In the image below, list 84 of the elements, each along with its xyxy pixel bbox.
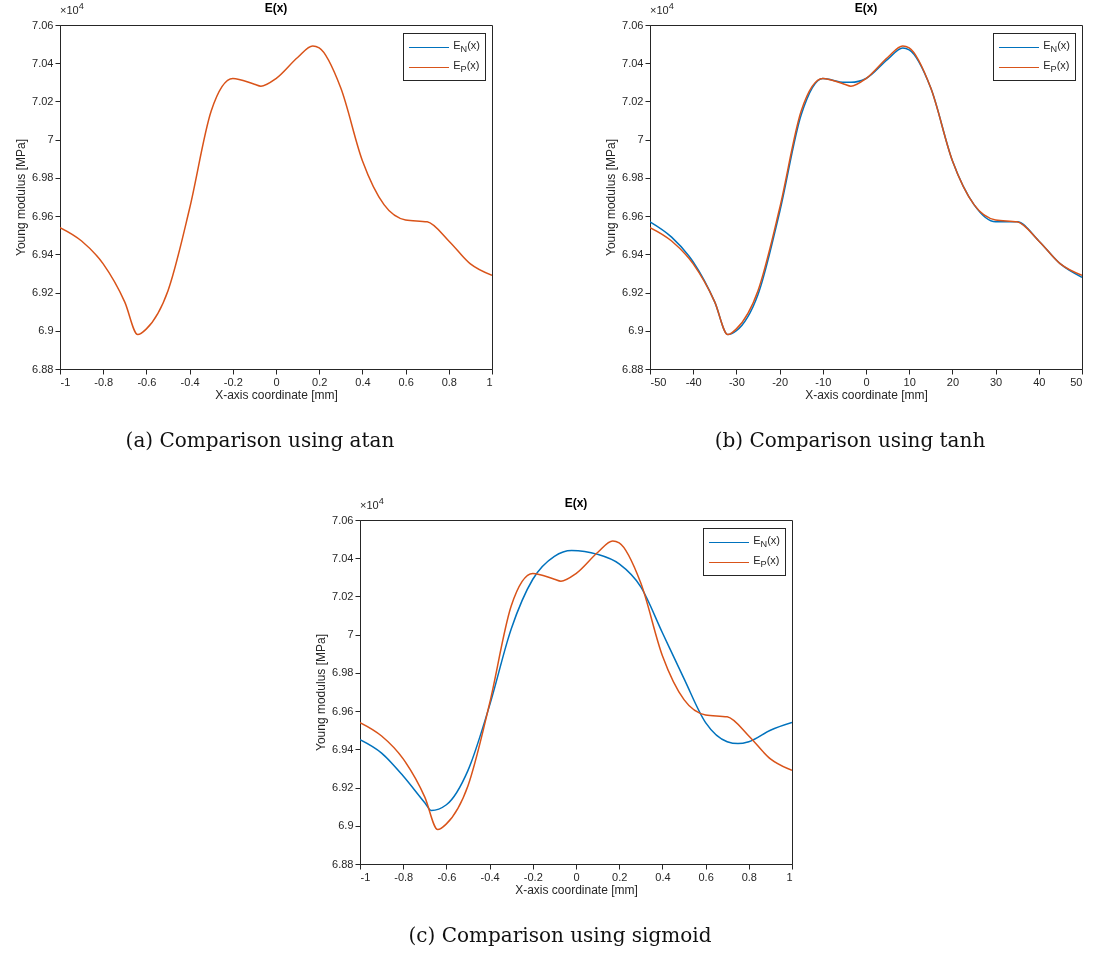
y-tick-label: 6.98: [332, 666, 354, 679]
y-axis-title: Young modulus [MPa]: [604, 139, 619, 256]
y-tick-label: 6.96: [32, 209, 54, 222]
y-tick-label: 7: [47, 133, 54, 146]
y-tick-label: 6.98: [622, 171, 644, 184]
y-tick-label: 6.98: [32, 171, 54, 184]
x-tick-label: 0.8: [441, 375, 457, 388]
text: (b) Comparison using tanh: [713, 428, 987, 452]
y-tick-label: 7: [637, 133, 644, 146]
x-tick-label: 10: [903, 375, 916, 388]
chart-title: E(x): [564, 496, 588, 510]
text: (a) Comparison using atan: [124, 428, 396, 452]
x-tick-label: 0: [863, 375, 870, 388]
text: ×10$^{4}$: [60, 1, 84, 16]
x-tick-label: -0.4: [180, 375, 200, 388]
text: ×10$^{4}$: [650, 1, 674, 16]
y-tick-label: 6.88: [332, 857, 354, 870]
x-tick-label: 30: [989, 375, 1003, 388]
y-tick-label: 6.96: [332, 704, 354, 717]
y-tick-label: 6.92: [32, 286, 54, 299]
chart-title: E(x): [854, 1, 878, 15]
x-tick-label: 50: [1070, 375, 1083, 388]
x-tick-label: 0.4: [655, 870, 671, 883]
y-tick-label: 7: [347, 628, 354, 641]
x-axis-title: X-axis coordinate [mm]: [805, 387, 928, 402]
x-tick-label: -0.2: [523, 870, 543, 883]
legend-label: E$_{P}$(x): [1043, 59, 1070, 75]
x-tick-label: -0.4: [480, 870, 500, 883]
x-tick-label: 0.4: [355, 375, 371, 388]
y-tick-label: 6.9: [38, 324, 54, 337]
y-tick-label: 6.92: [332, 781, 354, 794]
text: ×10$^{4}$: [360, 496, 384, 511]
y-tick-label: 6.9: [338, 819, 354, 832]
x-tick-label: -20: [772, 375, 789, 388]
x-tick-label: 20: [946, 375, 960, 388]
x-tick-label: -0.8: [94, 375, 114, 388]
x-tick-label: 0.6: [398, 375, 414, 388]
x-tick-label: 0: [273, 375, 280, 388]
y-tick-label: 6.94: [32, 247, 54, 260]
legend-label: E$_{N}$(x): [753, 534, 780, 550]
x-tick-label: 40: [1033, 375, 1046, 388]
x-tick-label: 0.2: [612, 870, 628, 883]
y-tick-label: 7.06: [332, 513, 354, 526]
x-tick-label: -0.8: [394, 870, 414, 883]
text: (c) Comparison using sigmoid: [407, 923, 713, 947]
x-tick-label: -0.6: [137, 375, 157, 388]
y-tick-label: 6.96: [622, 209, 644, 222]
y-axis-title: Young modulus [MPa]: [314, 634, 329, 751]
y-tick-label: 6.94: [622, 247, 644, 260]
x-tick-label: -1: [60, 375, 71, 388]
y-tick-label: 7.02: [332, 589, 354, 602]
x-axis-title: X-axis coordinate [mm]: [215, 387, 338, 402]
x-tick-label: -30: [728, 375, 745, 388]
legend-label: E$_{N}$(x): [453, 39, 480, 55]
y-tick-label: 6.9: [628, 324, 644, 337]
y-tick-label: 7.06: [622, 18, 644, 31]
x-tick-label: -1: [360, 870, 371, 883]
y-tick-label: 6.92: [622, 286, 644, 299]
x-tick-label: -40: [685, 375, 702, 388]
y-tick-label: 7.04: [332, 551, 354, 564]
x-tick-label: -0.2: [223, 375, 243, 388]
y-tick-label: 7.02: [32, 94, 54, 107]
y-tick-label: 7.04: [622, 56, 644, 69]
y-tick-label: 6.88: [32, 362, 54, 375]
x-tick-label: 1: [486, 375, 493, 388]
y-axis-title: Young modulus [MPa]: [14, 139, 29, 256]
y-tick-label: 7.04: [32, 56, 54, 69]
x-tick-label: -10: [815, 375, 832, 388]
y-tick-label: 6.88: [622, 362, 644, 375]
y-tick-label: 6.94: [332, 742, 354, 755]
x-axis-title: X-axis coordinate [mm]: [515, 882, 638, 897]
x-tick-label: 0.8: [741, 870, 757, 883]
y-tick-label: 7.02: [622, 94, 644, 107]
x-tick-label: -0.6: [437, 870, 457, 883]
chart-title: E(x): [264, 1, 288, 15]
y-tick-label: 7.06: [32, 18, 54, 31]
x-tick-label: 1: [786, 870, 793, 883]
x-tick-label: 0: [573, 870, 580, 883]
x-tick-label: 0.6: [698, 870, 714, 883]
legend-label: E$_{N}$(x): [1043, 39, 1070, 55]
legend-label: E$_{P}$(x): [453, 59, 480, 75]
x-tick-label: 0.2: [312, 375, 328, 388]
legend-label: E$_{P}$(x): [753, 554, 780, 570]
x-tick-label: -50: [650, 375, 667, 388]
